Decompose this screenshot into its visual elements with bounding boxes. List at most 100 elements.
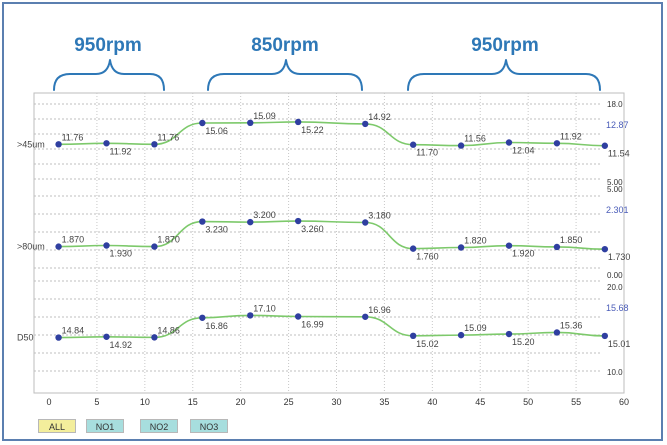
- right-axis-ticks: 18.0 5.00 12.87 5.00 0.00 2.301 20.0 10.0 15.68: [606, 100, 629, 377]
- x-tick-label: 60: [619, 397, 629, 407]
- segment-header-1: 950rpm: [74, 35, 142, 56]
- data-label: 15.06: [205, 126, 228, 136]
- data-label: 1.930: [110, 248, 133, 258]
- data-label: 17.10: [253, 303, 276, 313]
- current-value-label: 15.68: [606, 303, 629, 313]
- x-tick-label: 5: [94, 397, 99, 407]
- data-label: 15.36: [560, 320, 583, 330]
- data-point[interactable]: [199, 314, 206, 321]
- data-label: 3.200: [253, 210, 276, 220]
- data-point[interactable]: [362, 120, 369, 128]
- data-point[interactable]: [247, 312, 254, 319]
- data-point[interactable]: [103, 140, 110, 147]
- data-label: 11.54: [608, 149, 630, 159]
- data-point[interactable]: [199, 119, 206, 127]
- data-point[interactable]: [409, 332, 417, 340]
- data-point[interactable]: [362, 313, 369, 320]
- data-point[interactable]: [505, 330, 513, 338]
- right-tick-label: 20.0: [607, 283, 623, 292]
- data-point[interactable]: [457, 244, 465, 251]
- data-label: 1.850: [560, 235, 583, 245]
- segment-brace-3: [407, 59, 601, 91]
- data-label: 1.920: [512, 249, 535, 259]
- data-point[interactable]: [294, 118, 302, 126]
- right-tick-label: 10.0: [607, 368, 623, 377]
- data-point[interactable]: [294, 313, 302, 320]
- segment-header-3: 950rpm: [471, 35, 539, 56]
- right-tick-label: 5.00: [607, 185, 623, 194]
- data-point[interactable]: [505, 139, 513, 146]
- data-label: 11.70: [416, 148, 438, 158]
- data-point[interactable]: [199, 218, 206, 225]
- series-line: [58, 314, 605, 339]
- data-label: 16.96: [368, 305, 391, 315]
- segment-brace-2: [207, 59, 363, 91]
- data-label: 15.09: [464, 323, 487, 333]
- data-point[interactable]: [505, 242, 513, 249]
- data-point[interactable]: [151, 141, 158, 148]
- x-tick-label: 55: [571, 397, 581, 407]
- data-label: 16.86: [205, 321, 228, 331]
- current-value-label: 2.301: [606, 205, 629, 215]
- data-label: 11.76: [157, 132, 179, 142]
- data-label: 15.01: [608, 339, 631, 349]
- series-filter-button-no1[interactable]: NO1: [86, 419, 124, 433]
- data-point[interactable]: [247, 218, 254, 226]
- x-tick-label: 30: [331, 397, 341, 407]
- data-point[interactable]: [601, 245, 609, 253]
- series-layer: >45um 11.76 11.92 11.76 15.06 15.09 15.22 14.92…: [17, 111, 630, 350]
- series-filter-button-no3[interactable]: NO3: [190, 419, 228, 433]
- data-point[interactable]: [553, 329, 561, 336]
- data-label: 11.92: [560, 131, 582, 141]
- data-point[interactable]: [55, 141, 62, 148]
- data-label: 1.730: [608, 252, 631, 262]
- x-tick-label: 20: [236, 397, 246, 407]
- x-axis-ticks: 0 5 10 15 20 25 30 35 40 45 50 55 60: [46, 397, 629, 407]
- x-tick-label: 50: [523, 397, 533, 407]
- plot-frame: [33, 92, 625, 394]
- data-point[interactable]: [55, 243, 62, 250]
- data-label: 15.20: [512, 337, 535, 347]
- data-point[interactable]: [553, 243, 561, 251]
- data-point[interactable]: [103, 242, 110, 249]
- series-line: [58, 220, 605, 250]
- x-tick-label: 35: [379, 397, 389, 407]
- data-point[interactable]: [601, 142, 609, 149]
- right-tick-label: 18.0: [607, 100, 623, 109]
- data-point[interactable]: [409, 245, 417, 252]
- data-point[interactable]: [151, 334, 158, 341]
- x-tick-label: 10: [140, 397, 150, 407]
- series-filter-button-all[interactable]: ALL: [38, 419, 76, 433]
- x-tick-label: 15: [188, 397, 198, 407]
- series-filter-button-no2[interactable]: NO2: [140, 419, 178, 433]
- current-value-label: 12.87: [606, 120, 629, 130]
- data-point[interactable]: [103, 333, 110, 340]
- data-label: 3.180: [368, 210, 391, 220]
- data-point[interactable]: [457, 142, 465, 149]
- data-label: 1.870: [62, 235, 85, 245]
- series-name: D50: [17, 333, 34, 343]
- data-point[interactable]: [294, 217, 302, 225]
- vertical-grid: [96, 93, 577, 393]
- data-point[interactable]: [55, 334, 62, 341]
- x-tick-label: 45: [475, 397, 485, 407]
- data-point[interactable]: [362, 219, 369, 226]
- data-label: 1.820: [464, 236, 487, 246]
- data-point[interactable]: [151, 243, 158, 250]
- data-label: 12.04: [512, 146, 535, 156]
- data-label: 14.92: [110, 340, 133, 350]
- series-name: >45um: [17, 139, 45, 149]
- right-tick-label: 5.00: [607, 178, 623, 187]
- data-label: 14.84: [62, 326, 85, 336]
- data-label: 14.92: [368, 112, 391, 122]
- data-point[interactable]: [553, 140, 561, 147]
- data-point[interactable]: [601, 332, 609, 340]
- segment-header-2: 850rpm: [251, 35, 319, 56]
- data-point[interactable]: [457, 331, 465, 339]
- data-point[interactable]: [247, 119, 254, 127]
- x-tick-label: 40: [427, 397, 437, 407]
- data-label: 15.09: [253, 111, 276, 121]
- data-label: 1.760: [416, 252, 439, 262]
- data-point[interactable]: [409, 141, 417, 148]
